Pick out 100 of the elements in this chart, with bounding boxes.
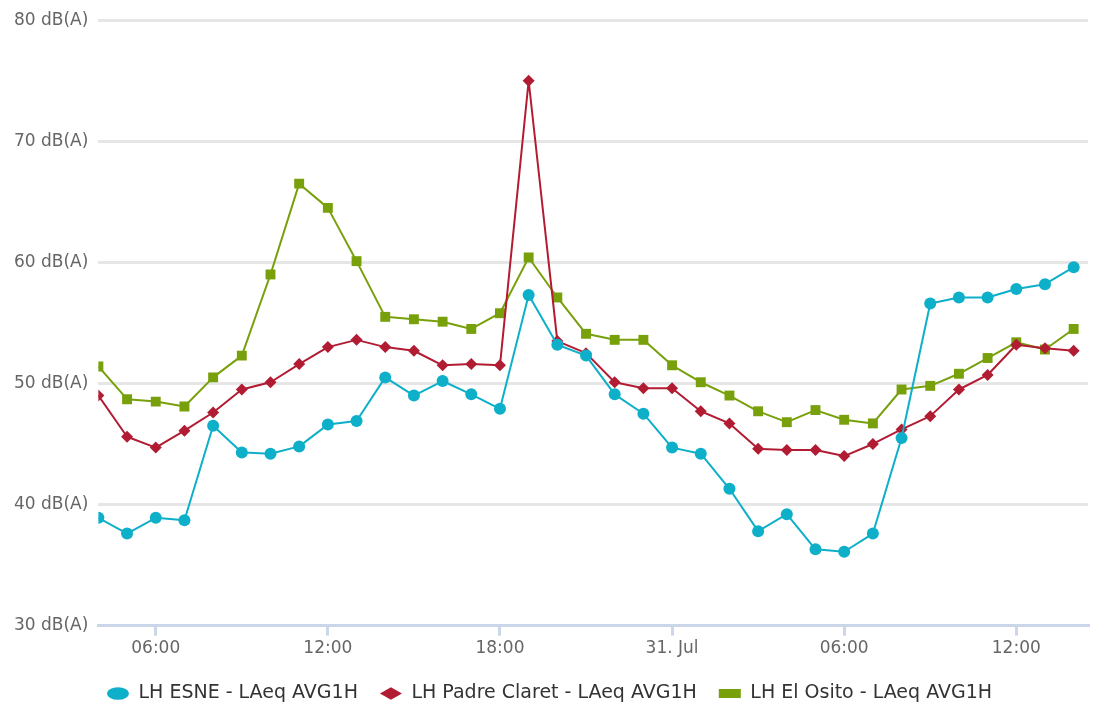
point	[379, 371, 392, 384]
point	[178, 424, 191, 437]
point	[1067, 261, 1080, 274]
legend-label: LH El Osito - LAeq AVG1H	[750, 680, 993, 703]
point	[1068, 324, 1079, 334]
point	[780, 508, 793, 521]
point	[322, 202, 333, 213]
point	[925, 380, 936, 391]
point	[695, 377, 706, 388]
point	[465, 388, 478, 401]
point	[149, 511, 162, 524]
point	[866, 437, 879, 450]
point	[924, 297, 937, 310]
point	[321, 418, 334, 431]
point	[208, 372, 219, 383]
point	[723, 417, 736, 430]
point	[780, 444, 793, 457]
point	[753, 406, 764, 417]
point	[895, 431, 908, 444]
point	[781, 417, 792, 428]
point	[380, 311, 391, 322]
point	[982, 353, 993, 363]
point	[493, 402, 506, 415]
point	[609, 334, 620, 345]
point	[294, 178, 305, 189]
point	[810, 405, 821, 416]
point	[466, 324, 477, 334]
point	[1067, 344, 1080, 357]
point	[235, 446, 248, 459]
point	[436, 375, 449, 388]
point	[121, 430, 134, 443]
point	[637, 407, 650, 420]
point	[235, 383, 248, 396]
point	[752, 525, 765, 538]
point	[350, 333, 363, 346]
legend-label: LH Padre Claret - LAeq AVG1H	[411, 680, 697, 703]
point	[150, 396, 161, 407]
point	[981, 291, 994, 304]
point	[293, 358, 306, 371]
point	[666, 382, 679, 395]
point	[495, 308, 505, 319]
point	[809, 444, 822, 457]
point	[666, 441, 679, 454]
point	[121, 527, 134, 540]
point	[236, 350, 247, 361]
point	[838, 450, 851, 463]
point	[407, 344, 420, 357]
point	[523, 252, 534, 263]
x-tick-label: 06:00	[819, 637, 869, 658]
point	[608, 376, 621, 389]
y-tick-label: 80 dB(A)	[13, 8, 89, 29]
point	[952, 383, 965, 396]
point	[752, 442, 765, 455]
point	[637, 382, 650, 395]
point	[407, 389, 420, 402]
x-tick-label: 12:00	[303, 637, 353, 658]
point	[122, 394, 133, 405]
y-tick-label: 40 dB(A)	[13, 492, 89, 513]
point	[981, 368, 994, 381]
legend-label: LH ESNE - LAeq AVG1H	[138, 680, 358, 703]
point	[465, 358, 478, 371]
point	[408, 314, 419, 325]
x-tick-label: 06:00	[131, 637, 181, 658]
point	[207, 419, 220, 432]
point	[321, 341, 334, 354]
point	[179, 401, 190, 412]
point	[522, 74, 535, 87]
point	[493, 359, 506, 372]
point	[264, 447, 277, 460]
point	[867, 418, 878, 429]
point	[694, 405, 707, 418]
x-tick-label: 12:00	[991, 637, 1041, 658]
point	[264, 376, 277, 389]
point	[581, 328, 591, 339]
point	[723, 482, 736, 495]
y-tick-label: 60 dB(A)	[13, 250, 89, 271]
point	[293, 440, 306, 453]
point	[953, 368, 964, 379]
point	[207, 406, 220, 419]
point	[350, 414, 363, 427]
point	[379, 341, 392, 354]
x-tick-label: 31. Jul	[645, 637, 699, 658]
point	[866, 527, 879, 540]
point	[149, 441, 162, 454]
point	[896, 384, 907, 395]
point	[952, 291, 965, 304]
point	[724, 390, 735, 401]
point	[437, 316, 448, 327]
point	[838, 545, 851, 558]
x-tick-label: 18:00	[475, 637, 525, 658]
point	[809, 543, 822, 556]
point	[1010, 283, 1023, 295]
point	[1038, 278, 1051, 291]
point	[924, 410, 937, 423]
point	[839, 414, 850, 425]
point	[436, 359, 449, 372]
y-tick-label: 70 dB(A)	[13, 129, 89, 150]
point	[694, 447, 707, 460]
point	[638, 334, 649, 345]
point	[351, 256, 362, 267]
